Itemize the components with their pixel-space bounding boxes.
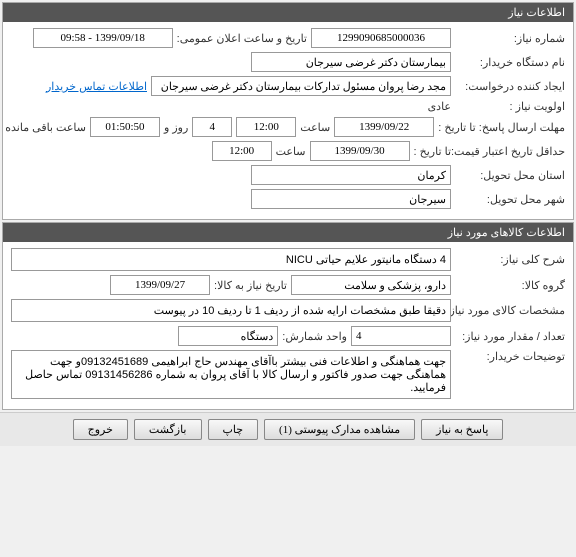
req-no-label: شماره نیاز: — [455, 32, 565, 45]
print-button[interactable]: چاپ — [208, 419, 259, 440]
min-valid-label: حداقل تاریخ اعتبار قیمت: — [455, 145, 565, 158]
unit-label: واحد شمارش: — [282, 330, 347, 343]
province-label: استان محل تحویل: — [455, 169, 565, 182]
attachments-button[interactable]: مشاهده مدارک پیوستی (1) — [264, 419, 415, 440]
goods-panel-body: شرح کلی نیاز: 4 دستگاه مانیتور علایم حیا… — [3, 242, 573, 409]
contact-link[interactable]: اطلاعات تماس خریدار — [46, 80, 147, 93]
back-button[interactable]: بازگشت — [134, 419, 202, 440]
days-input[interactable] — [192, 117, 232, 137]
notes-text: جهت هماهنگی و اطلاعات فنی بیشتر باآقای م… — [11, 350, 451, 399]
time-label-2: ساعت — [276, 145, 306, 158]
need-by-label: تاریخ نیاز به کالا: — [214, 279, 287, 292]
announce-input[interactable] — [33, 28, 173, 48]
spec-text: دقیقا طبق مشخصات ارایه شده از ردیف 1 تا … — [11, 299, 451, 322]
info-panel-body: شماره نیاز: تاریخ و ساعت اعلان عمومی: نا… — [3, 22, 573, 219]
creator-label: ایجاد کننده درخواست: — [455, 80, 565, 93]
reply-button[interactable]: پاسخ به نیاز — [421, 419, 503, 440]
need-by-input[interactable] — [110, 275, 210, 295]
days-label: روز و — [164, 121, 188, 134]
qty-label: تعداد / مقدار مورد نیاز: — [455, 330, 565, 343]
city-input[interactable] — [251, 189, 451, 209]
min-valid-date-input[interactable] — [310, 141, 410, 161]
exit-button[interactable]: خروج — [73, 419, 128, 440]
remaining-input[interactable] — [90, 117, 160, 137]
org-label: نام دستگاه خریدار: — [455, 56, 565, 69]
remaining-label: ساعت باقی مانده — [5, 121, 86, 134]
priority-value: عادی — [428, 100, 451, 113]
city-label: شهر محل تحویل: — [455, 193, 565, 206]
spec-label: مشخصات کالای مورد نیاز: — [455, 304, 565, 317]
desc-label: شرح کلی نیاز: — [455, 253, 565, 266]
deadline-date-input[interactable] — [334, 117, 434, 137]
notes-label: توضیحات خریدار: — [455, 350, 565, 363]
province-input[interactable] — [251, 165, 451, 185]
info-panel: اطلاعات نیاز شماره نیاز: تاریخ و ساعت اع… — [2, 2, 574, 220]
qty-input[interactable] — [351, 326, 451, 346]
deadline-label: مهلت ارسال پاسخ: تا تاریخ : — [438, 121, 565, 134]
deadline-time-input[interactable] — [236, 117, 296, 137]
org-input[interactable] — [251, 52, 451, 72]
time-label-1: ساعت — [300, 121, 330, 134]
unit-input[interactable] — [178, 326, 278, 346]
min-valid-time-input[interactable] — [212, 141, 272, 161]
group-input[interactable] — [291, 275, 451, 295]
req-no-input[interactable] — [311, 28, 451, 48]
goods-panel-header: اطلاعات کالاهای مورد نیاز — [3, 223, 573, 242]
group-label: گروه کالا: — [455, 279, 565, 292]
min-valid-date-label: تا تاریخ : — [414, 145, 451, 158]
priority-label: اولویت نیاز : — [455, 100, 565, 113]
goods-panel: اطلاعات کالاهای مورد نیاز شرح کلی نیاز: … — [2, 222, 574, 410]
announce-label: تاریخ و ساعت اعلان عمومی: — [177, 32, 307, 45]
desc-text: 4 دستگاه مانیتور علایم حیاتی NICU — [11, 248, 451, 271]
creator-input[interactable] — [151, 76, 451, 96]
info-panel-header: اطلاعات نیاز — [3, 3, 573, 22]
button-bar: پاسخ به نیاز مشاهده مدارک پیوستی (1) چاپ… — [0, 412, 576, 446]
